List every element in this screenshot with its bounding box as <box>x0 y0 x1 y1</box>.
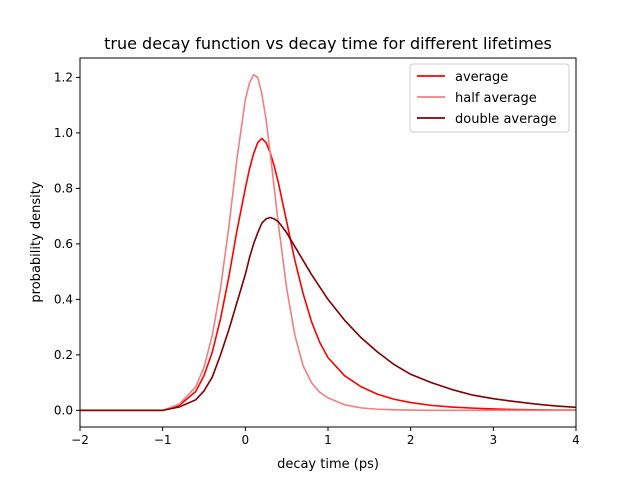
legend-label-double-average: double average <box>455 112 557 127</box>
y-tick-label: 1.0 <box>54 126 73 140</box>
x-tick-label: 0 <box>242 433 250 447</box>
x-tick-label: −1 <box>154 433 172 447</box>
legend-frame <box>409 63 570 133</box>
x-tick-label: 4 <box>572 433 580 447</box>
y-tick-label: 0.2 <box>54 348 73 362</box>
series-line-half-average <box>80 73 576 412</box>
y-axis-label: probability density <box>29 181 44 302</box>
x-tick-label: −2 <box>71 433 89 447</box>
y-axis-ticks: 0.0 0.2 0.4 0.6 0.8 1.0 1.2 <box>54 70 80 417</box>
x-tick-label: 1 <box>324 433 332 447</box>
legend-label-half-average: half average <box>455 91 537 106</box>
y-tick-label: 0.6 <box>54 237 73 251</box>
series-layer <box>80 73 577 412</box>
y-tick-label: 0.0 <box>54 403 73 417</box>
y-tick-label: 0.8 <box>54 181 73 195</box>
x-axis-label: decay time (ps) <box>277 457 379 472</box>
chart-title: true decay function vs decay time for di… <box>104 34 552 53</box>
series-line-double-average <box>80 216 577 412</box>
x-tick-label: 2 <box>407 433 415 447</box>
plot-area <box>79 57 577 428</box>
legend-label-average: average <box>455 70 508 85</box>
chart-legend: average half average double average <box>409 63 570 133</box>
y-tick-label: 0.4 <box>54 292 73 306</box>
series-line-average <box>80 137 576 412</box>
y-tick-label: 1.2 <box>54 70 73 84</box>
x-tick-label: 3 <box>490 433 498 447</box>
x-axis-ticks: −2 −1 0 1 2 3 4 <box>71 427 580 447</box>
